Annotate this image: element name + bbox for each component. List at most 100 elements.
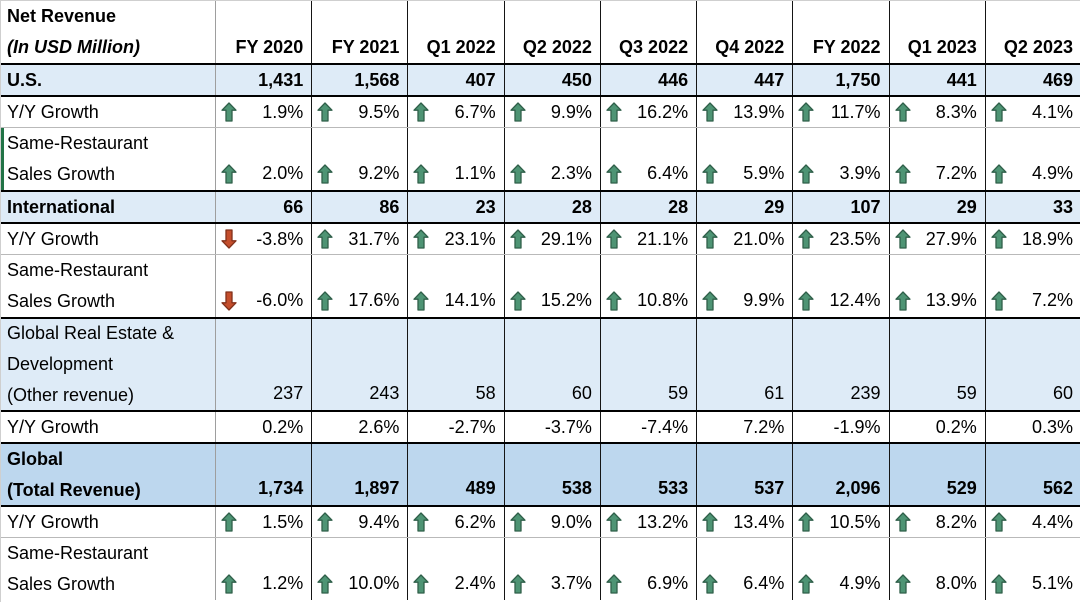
column-header[interactable]: Q4 2022 [696, 1, 792, 63]
value-cell[interactable]: 23.1% [407, 224, 503, 254]
value-cell[interactable]: 86 [311, 192, 407, 222]
value-cell[interactable]: 28 [599, 192, 696, 222]
value-cell[interactable]: 0.2% [888, 412, 985, 442]
value-cell[interactable]: 23 [407, 192, 503, 222]
column-header[interactable]: Q2 2022 [503, 1, 600, 63]
value-cell[interactable]: 0.2% [215, 412, 311, 442]
value-cell[interactable]: 18.9% [984, 224, 1080, 254]
value-cell[interactable]: 441 [888, 65, 985, 95]
value-cell[interactable]: -3.8% [215, 224, 311, 254]
row-label-cell[interactable]: International [1, 192, 215, 222]
value-cell[interactable]: 2,096 [792, 444, 888, 505]
value-cell[interactable]: 66 [215, 192, 311, 222]
value-cell[interactable]: 447 [696, 65, 792, 95]
value-cell[interactable]: 10.5% [792, 507, 888, 537]
row-label-cell[interactable]: Global Real Estate & Development (Other re… [1, 319, 215, 410]
value-cell[interactable]: 243 [311, 319, 407, 410]
value-cell[interactable]: 4.4% [984, 507, 1080, 537]
value-cell[interactable]: 407 [407, 65, 503, 95]
column-header[interactable]: Q1 2023 [888, 1, 985, 63]
value-cell[interactable]: 8.2% [888, 507, 985, 537]
value-cell[interactable]: -3.7% [503, 412, 600, 442]
value-cell[interactable]: 9.9% [503, 97, 600, 127]
value-cell[interactable]: 1,734 [215, 444, 311, 505]
value-cell[interactable]: 16.2% [599, 97, 696, 127]
row-label-cell[interactable]: Y/Y Growth [1, 224, 215, 254]
value-cell[interactable]: 29 [888, 192, 985, 222]
value-cell[interactable]: 9.2% [311, 128, 407, 190]
value-cell[interactable]: 0.3% [984, 412, 1080, 442]
column-header[interactable]: Q3 2022 [599, 1, 696, 63]
row-label-cell[interactable]: U.S. [1, 65, 215, 95]
value-cell[interactable]: 10.8% [599, 255, 696, 317]
value-cell[interactable]: 59 [888, 319, 985, 410]
table-title-cell[interactable]: Net Revenue (In USD Million) [1, 1, 215, 63]
value-cell[interactable]: 489 [407, 444, 503, 505]
value-cell[interactable]: 562 [984, 444, 1080, 505]
row-label-cell[interactable]: Y/Y Growth [1, 412, 215, 442]
value-cell[interactable]: 3.9% [792, 128, 888, 190]
value-cell[interactable]: 2.6% [311, 412, 407, 442]
row-label-cell[interactable]: Global (Total Revenue) [1, 444, 215, 505]
value-cell[interactable]: 6.4% [696, 538, 792, 600]
value-cell[interactable]: 6.7% [407, 97, 503, 127]
value-cell[interactable]: 27.9% [888, 224, 985, 254]
value-cell[interactable]: -1.9% [792, 412, 888, 442]
value-cell[interactable]: 446 [599, 65, 696, 95]
value-cell[interactable]: 450 [503, 65, 600, 95]
value-cell[interactable]: 28 [503, 192, 600, 222]
value-cell[interactable]: 6.4% [599, 128, 696, 190]
value-cell[interactable]: 29 [696, 192, 792, 222]
value-cell[interactable]: 21.1% [599, 224, 696, 254]
value-cell[interactable]: 107 [792, 192, 888, 222]
value-cell[interactable]: 8.3% [888, 97, 985, 127]
row-label-cell[interactable]: Same-Restaurant Sales Growth [1, 255, 215, 317]
column-header[interactable]: FY 2021 [311, 1, 407, 63]
value-cell[interactable]: 11.7% [792, 97, 888, 127]
value-cell[interactable]: -7.4% [599, 412, 696, 442]
value-cell[interactable]: 2.4% [407, 538, 503, 600]
value-cell[interactable]: 1,568 [311, 65, 407, 95]
value-cell[interactable]: 7.2% [888, 128, 985, 190]
row-label-cell[interactable]: Y/Y Growth [1, 97, 215, 127]
value-cell[interactable]: 17.6% [311, 255, 407, 317]
value-cell[interactable]: 13.9% [696, 97, 792, 127]
value-cell[interactable]: 29.1% [503, 224, 600, 254]
value-cell[interactable]: 9.9% [696, 255, 792, 317]
row-label-cell[interactable]: Same-Restaurant Sales Growth [1, 538, 215, 600]
value-cell[interactable]: 33 [984, 192, 1080, 222]
value-cell[interactable]: 6.2% [407, 507, 503, 537]
value-cell[interactable]: 60 [503, 319, 600, 410]
value-cell[interactable]: 1,897 [311, 444, 407, 505]
value-cell[interactable]: 469 [984, 65, 1080, 95]
value-cell[interactable]: 59 [599, 319, 696, 410]
value-cell[interactable]: 2.3% [503, 128, 600, 190]
row-label-cell[interactable]: Same-Restaurant Sales Growth [1, 128, 215, 190]
value-cell[interactable]: 4.9% [792, 538, 888, 600]
value-cell[interactable]: 13.9% [888, 255, 985, 317]
value-cell[interactable]: 14.1% [407, 255, 503, 317]
value-cell[interactable]: 538 [503, 444, 600, 505]
value-cell[interactable]: -2.7% [407, 412, 503, 442]
row-label-cell[interactable]: Y/Y Growth [1, 507, 215, 537]
value-cell[interactable]: 1.9% [215, 97, 311, 127]
value-cell[interactable]: 9.0% [503, 507, 600, 537]
value-cell[interactable]: 4.9% [984, 128, 1080, 190]
value-cell[interactable]: 1,750 [792, 65, 888, 95]
value-cell[interactable]: 4.1% [984, 97, 1080, 127]
value-cell[interactable]: 15.2% [503, 255, 600, 317]
value-cell[interactable]: 537 [696, 444, 792, 505]
column-header[interactable]: FY 2020 [215, 1, 311, 63]
value-cell[interactable]: 5.1% [984, 538, 1080, 600]
value-cell[interactable]: 237 [215, 319, 311, 410]
value-cell[interactable]: 9.5% [311, 97, 407, 127]
value-cell[interactable]: -6.0% [215, 255, 311, 317]
value-cell[interactable]: 6.9% [599, 538, 696, 600]
value-cell[interactable]: 529 [888, 444, 985, 505]
value-cell[interactable]: 21.0% [696, 224, 792, 254]
column-header[interactable]: Q1 2022 [407, 1, 503, 63]
value-cell[interactable]: 13.4% [696, 507, 792, 537]
value-cell[interactable]: 10.0% [311, 538, 407, 600]
value-cell[interactable]: 7.2% [984, 255, 1080, 317]
value-cell[interactable]: 1.2% [215, 538, 311, 600]
